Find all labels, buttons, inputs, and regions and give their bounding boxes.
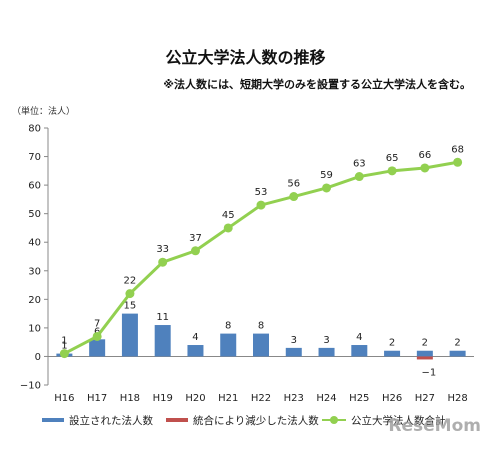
data-label-total: 33: [156, 244, 169, 255]
data-label-total: 22: [124, 276, 137, 287]
y-tick-label: 20: [28, 295, 41, 306]
bar-established: [121, 313, 138, 357]
point-total: [453, 157, 463, 167]
data-label-established: 8: [258, 321, 264, 332]
y-tick-label: 10: [28, 323, 41, 334]
chart-title: 公立大学法人数の推移: [165, 48, 326, 67]
y-tick-label: 60: [28, 181, 41, 192]
data-label-established: 4: [192, 332, 198, 343]
y-tick-label: 40: [28, 238, 41, 249]
point-total: [322, 183, 332, 193]
x-tick-label: H16: [54, 393, 74, 404]
bar-established: [318, 347, 335, 357]
legend: 設立された法人数 統合により減少した法人数 公立大学法人数合計: [0, 410, 491, 430]
point-total: [59, 349, 69, 359]
point-total: [190, 246, 200, 256]
legend-label-established: 設立された法人数: [69, 414, 153, 427]
chart-subtitle: ※法人数には、短期大学のみを設置する公立大学法人を含む。: [163, 78, 471, 91]
y-tick-label: 70: [28, 152, 41, 163]
data-label-merged: −1: [421, 367, 436, 378]
x-tick-label: H22: [251, 393, 271, 404]
data-label-established: 15: [124, 301, 137, 312]
y-tick-label: −10: [20, 381, 41, 392]
bar-established: [253, 333, 269, 357]
bar-established: [449, 350, 466, 357]
x-tick-label: H17: [87, 393, 107, 404]
bar-established: [220, 333, 237, 357]
legend-swatch-total: [322, 415, 346, 425]
data-label-total: 65: [386, 153, 399, 164]
data-label-established: 3: [291, 335, 297, 346]
bar-established: [187, 345, 204, 357]
point-total: [223, 223, 233, 233]
bar-established: [351, 345, 368, 357]
point-total: [158, 257, 168, 267]
x-tick-label: H18: [120, 393, 140, 404]
bar-established: [285, 347, 302, 357]
x-tick-label: H26: [382, 393, 402, 404]
watermark-logo: ReseMom: [388, 416, 481, 436]
legend-item-merged: 統合により減少した法人数: [166, 410, 319, 430]
x-tick-label: H25: [349, 393, 369, 404]
data-label-total: 56: [287, 179, 300, 190]
data-label-established: 11: [156, 312, 169, 323]
point-total: [125, 289, 135, 299]
legend-label-total: 公立大学法人数合計: [351, 414, 446, 427]
x-tick-label: H28: [447, 393, 467, 404]
data-label-established: 1: [61, 341, 67, 352]
y-tick-label: 80: [28, 124, 41, 135]
legend-item-total: 公立大学法人数合計: [322, 410, 446, 430]
data-label-total: 45: [222, 210, 235, 221]
legend-swatch-established: [42, 418, 64, 422]
x-tick-label: H21: [218, 393, 238, 404]
point-total: [92, 331, 102, 341]
point-total: [256, 200, 266, 210]
bar-established: [154, 325, 171, 357]
bar-established: [384, 350, 401, 357]
bar-established: [89, 339, 106, 357]
data-label-established: 8: [225, 321, 231, 332]
x-tick-label: H23: [284, 393, 304, 404]
unit-label: （単位：法人）: [12, 107, 76, 117]
point-total: [289, 192, 299, 202]
x-tick-label: H19: [153, 393, 173, 404]
x-tick-label: H24: [316, 393, 336, 404]
data-label-total: 7: [94, 318, 100, 329]
y-tick-label: 50: [28, 209, 41, 220]
y-tick-label: 0: [35, 352, 41, 363]
data-label-total: 1: [61, 336, 67, 347]
legend-swatch-merged: [166, 418, 188, 422]
point-total: [420, 163, 430, 173]
bar-merged: [416, 356, 433, 360]
data-label-established: 2: [454, 338, 460, 349]
data-label-total: 37: [189, 233, 202, 244]
bar-established: [416, 350, 433, 357]
data-label-total: 63: [353, 159, 366, 170]
legend-item-established: 設立された法人数: [42, 410, 153, 430]
point-total: [387, 166, 397, 176]
data-label-established: 2: [422, 338, 428, 349]
legend-label-merged: 統合により減少した法人数: [193, 414, 319, 427]
data-label-total: 59: [320, 170, 333, 181]
data-label-established: 2: [389, 338, 395, 349]
x-tick-label: H20: [185, 393, 205, 404]
y-tick-label: 30: [28, 266, 41, 277]
x-tick-label: H27: [415, 393, 435, 404]
point-total: [354, 172, 364, 182]
data-label-established: 4: [356, 332, 362, 343]
data-label-established: 6: [94, 326, 100, 337]
data-label-total: 68: [451, 144, 464, 155]
data-label-total: 66: [418, 150, 431, 161]
data-label-total: 53: [255, 187, 268, 198]
data-label-established: 3: [323, 335, 329, 346]
